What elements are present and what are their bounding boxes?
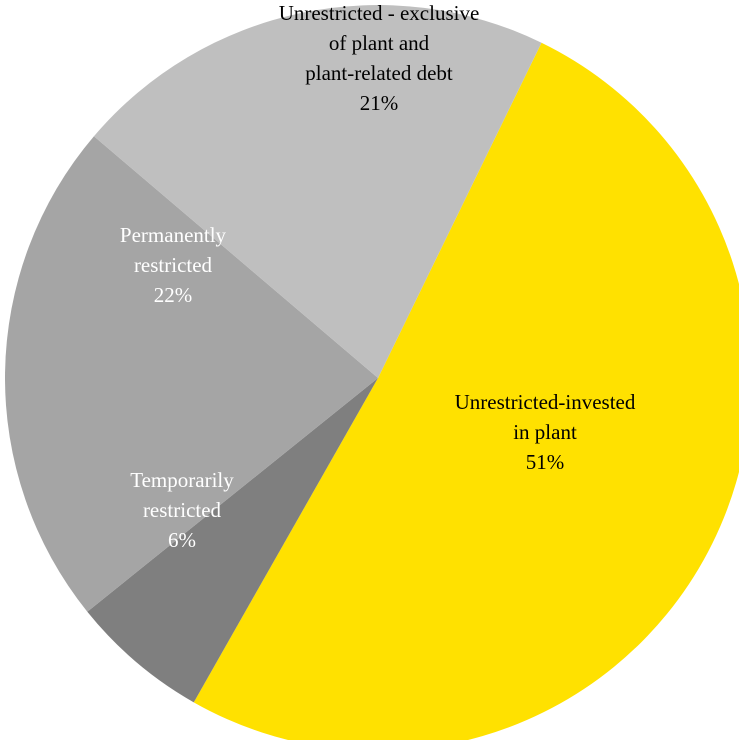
pie-label-line: Temporarily: [130, 468, 234, 492]
pie-slices: [5, 5, 739, 740]
pie-label-percent: 22%: [154, 283, 193, 307]
pie-slice-permanently: [5, 136, 379, 612]
pie-label-percent: 51%: [526, 450, 565, 474]
pie-slice-temporarily: [87, 378, 378, 703]
pie-label-line: plant-related debt: [305, 61, 453, 85]
pie-label-line: Unrestricted - exclusive: [279, 1, 480, 25]
pie-label-line: Unrestricted-invested: [455, 390, 636, 414]
pie-label-line: restricted: [134, 253, 213, 277]
pie-label-line: Permanently: [120, 223, 227, 247]
pie-label-percent: 6%: [168, 528, 196, 552]
pie-labels: Unrestricted-invested in plant 51% Temporar…: [120, 1, 636, 552]
pie-label-unrestricted-exclusive: Unrestricted - exclusive of plant and plan…: [279, 1, 480, 115]
pie-slice-invested: [193, 42, 739, 740]
pie-label-line: restricted: [143, 498, 222, 522]
pie-label-percent: 21%: [360, 91, 399, 115]
pie-slice-unrestricted-exclusive: [93, 5, 542, 378]
pie-label-line: in plant: [513, 420, 577, 444]
pie-label-invested: Unrestricted-invested in plant 51%: [455, 390, 636, 474]
pie-label-line: of plant and: [329, 31, 430, 55]
pie-label-temporarily: Temporarily restricted 6%: [130, 468, 234, 552]
pie-label-permanently: Permanently restricted 22%: [120, 223, 227, 307]
